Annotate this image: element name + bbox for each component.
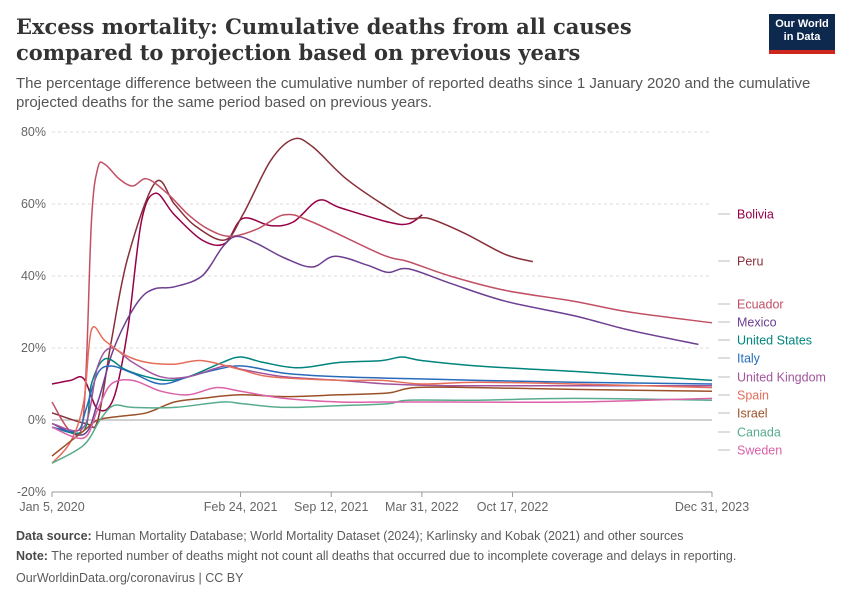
y-tick-label: 60%: [21, 197, 46, 211]
logo-line-1: Our World: [775, 18, 829, 30]
owid-logo[interactable]: Our World in Data: [769, 14, 835, 54]
note-label: Note:: [16, 549, 48, 563]
chart-note: Note: The reported number of deaths migh…: [16, 548, 736, 564]
url-license[interactable]: OurWorldinData.org/coronavirus | CC BY: [16, 571, 244, 585]
y-tick-label: 40%: [21, 269, 46, 283]
series-line-israel[interactable]: [51, 386, 713, 457]
series-line-peru[interactable]: [51, 137, 534, 429]
legend-label-united-states[interactable]: United States: [737, 334, 812, 348]
legend-label-bolivia[interactable]: Bolivia: [737, 208, 774, 222]
legend-label-mexico[interactable]: Mexico: [737, 316, 777, 330]
series-line-spain[interactable]: [51, 326, 713, 464]
series-line-ecuador[interactable]: [51, 161, 713, 437]
legend-label-ecuador[interactable]: Ecuador: [737, 298, 784, 312]
x-tick-label: Mar 31, 2022: [385, 500, 459, 514]
series-line-united-kingdom[interactable]: [51, 347, 712, 432]
legend-label-united-kingdom[interactable]: United Kingdom: [737, 371, 826, 385]
legend-label-sweden[interactable]: Sweden: [737, 444, 782, 458]
y-tick-label: 80%: [21, 125, 46, 139]
chart-subtitle: The percentage difference between the cu…: [16, 75, 811, 111]
note-text: The reported number of deaths might not …: [51, 549, 737, 563]
series-line-canada[interactable]: [51, 397, 713, 464]
y-tick-label: -20%: [17, 485, 46, 499]
x-tick-label: Dec 31, 2023: [675, 500, 749, 514]
logo-line-2: in Data: [783, 31, 821, 43]
legend-label-peru[interactable]: Peru: [737, 255, 763, 269]
data-source-label: Data source:: [16, 529, 92, 543]
chart-title: Excess mortality: Cumulative deaths from…: [16, 14, 632, 65]
y-tick-label: 0%: [28, 413, 46, 427]
x-tick-label: Oct 17, 2022: [477, 500, 549, 514]
legend-label-spain[interactable]: Spain: [737, 389, 769, 403]
x-tick-label: Feb 24, 2021: [204, 500, 278, 514]
line-chart[interactable]: -20% 0% 20% 40% 60% 80% Jan 5, 2020 Feb 24, 202…: [0, 115, 850, 515]
data-source-text: Human Mortality Database; World Mortalit…: [95, 529, 684, 543]
data-source-note: Data source: Human Mortality Database; W…: [16, 528, 683, 544]
x-tick-label: Jan 5, 2020: [19, 500, 84, 514]
legend-label-italy[interactable]: Italy: [737, 352, 761, 366]
x-tick-label: Sep 12, 2021: [294, 500, 368, 514]
series-line-mexico[interactable]: [51, 235, 699, 436]
series-line-sweden[interactable]: [51, 378, 713, 440]
series-line-united-states[interactable]: [51, 356, 713, 435]
legend-label-israel[interactable]: Israel: [737, 407, 768, 421]
y-tick-label: 20%: [21, 341, 46, 355]
legend-label-canada[interactable]: Canada: [737, 426, 781, 440]
